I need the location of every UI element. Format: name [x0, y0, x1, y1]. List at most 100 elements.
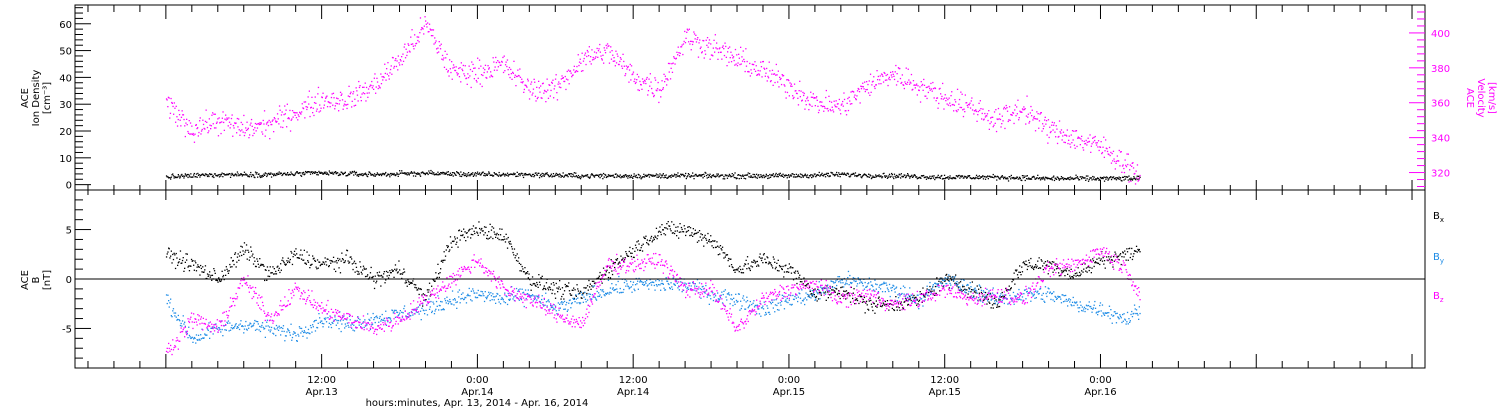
velocity-point [722, 45, 724, 47]
bx-point [1136, 251, 1138, 253]
by-point [172, 310, 174, 312]
by-point [537, 295, 539, 297]
density-point [245, 173, 247, 175]
bx-point [450, 242, 452, 244]
bx-point [968, 287, 970, 289]
density-point [503, 173, 505, 176]
velocity-point [362, 86, 364, 88]
density-point [655, 174, 657, 177]
velocity-point [439, 48, 442, 50]
bx-point [826, 285, 828, 287]
bx-point [881, 304, 884, 307]
bx-point [250, 250, 253, 252]
by-point [319, 317, 321, 319]
density-point [254, 176, 256, 179]
density-point [787, 175, 789, 177]
density-point [941, 178, 944, 180]
velocity-point [367, 88, 370, 90]
density-point [1061, 177, 1063, 180]
bx-point [356, 270, 358, 272]
velocity-point [874, 87, 876, 90]
bx-point [542, 288, 544, 291]
by-point [193, 336, 195, 339]
velocity-point [701, 51, 703, 53]
density-point [1127, 179, 1129, 181]
density-point [403, 172, 405, 174]
velocity-point [270, 123, 272, 126]
density-point [611, 175, 614, 177]
velocity-point [251, 125, 253, 127]
density-point [1053, 179, 1056, 182]
bx-point [930, 290, 932, 292]
bx-point [201, 271, 203, 273]
velocity-point [1085, 139, 1087, 142]
bx-point [255, 265, 257, 268]
density-point [1010, 178, 1012, 180]
density-point [667, 176, 669, 179]
bx-point [553, 284, 555, 286]
by-point [168, 306, 170, 308]
velocity-point [530, 83, 532, 85]
bx-point [988, 301, 990, 303]
bx-point [216, 279, 218, 281]
density-point [640, 178, 642, 180]
velocity-point [404, 57, 407, 59]
velocity-point [1058, 120, 1061, 122]
velocity-point [310, 106, 312, 108]
velocity-point [929, 87, 931, 89]
density-point [900, 173, 902, 175]
velocity-point [351, 100, 353, 102]
density-point [298, 172, 301, 174]
density-point [711, 175, 713, 177]
bx-point [776, 269, 779, 272]
bx-point [313, 257, 315, 259]
by-point [298, 326, 301, 328]
velocity-point [375, 92, 377, 94]
density-point [850, 173, 852, 176]
density-point [1106, 177, 1108, 179]
density-point [1098, 179, 1100, 181]
bx-point [621, 258, 623, 261]
density-point [962, 177, 964, 179]
velocity-point [1053, 124, 1055, 126]
bx-point [431, 285, 433, 287]
density-point [942, 177, 944, 180]
density-point [458, 173, 461, 176]
density-point [968, 175, 970, 177]
velocity-point [958, 98, 961, 101]
bx-point [346, 249, 348, 251]
velocity-point [263, 123, 265, 125]
bx-point [1081, 270, 1083, 272]
bx-point [179, 250, 182, 252]
bx-point [400, 273, 402, 275]
velocity-point [589, 60, 591, 63]
velocity-point [484, 69, 486, 71]
velocity-point [662, 87, 664, 89]
velocity-point [967, 106, 969, 108]
bx-point [1009, 289, 1011, 291]
bx-point [377, 274, 379, 276]
velocity-point [693, 31, 695, 33]
velocity-point [816, 96, 818, 98]
density-point [313, 171, 315, 173]
density-point [1021, 179, 1023, 182]
density-point [516, 171, 518, 173]
density-point [583, 175, 585, 177]
density-point [1074, 177, 1076, 179]
bx-point [933, 290, 935, 292]
velocity-point [697, 56, 700, 58]
density-point [262, 175, 264, 177]
density-point [358, 174, 360, 176]
density-point [451, 172, 454, 174]
by-point [588, 293, 590, 295]
bx-point [1065, 270, 1067, 272]
bx-point [1102, 257, 1104, 259]
bx-point [399, 269, 401, 271]
density-point [1090, 177, 1092, 179]
density-point [669, 175, 671, 177]
density-point [593, 175, 595, 177]
density-point [1094, 178, 1097, 180]
bx-point [207, 275, 209, 277]
density-point [610, 175, 612, 177]
velocity-point [1082, 149, 1085, 151]
